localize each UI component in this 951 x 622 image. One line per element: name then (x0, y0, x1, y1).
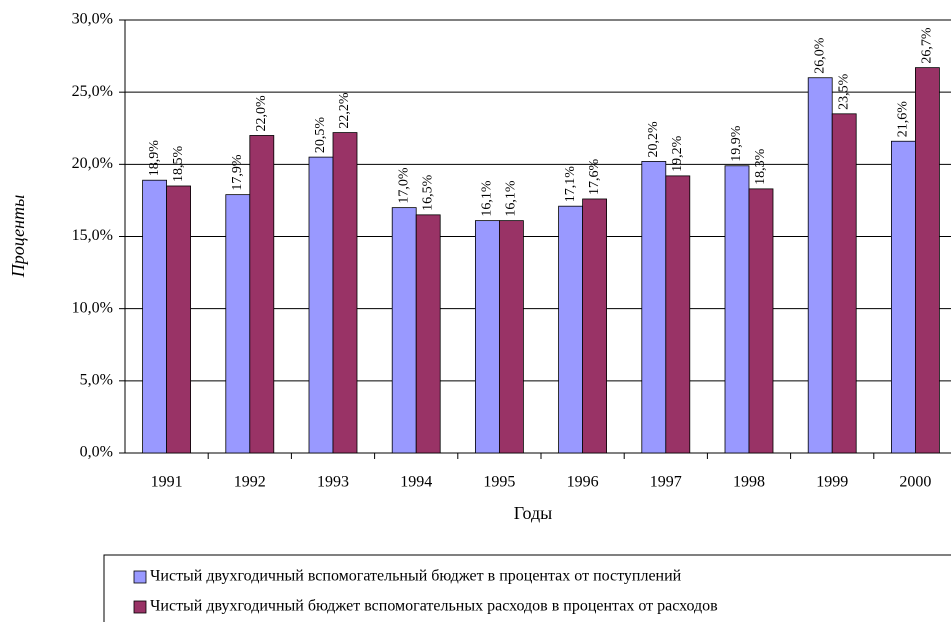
bar (498, 220, 524, 454)
bar (891, 140, 916, 454)
value-label: 19,2% (670, 135, 685, 172)
x-tick-label: 2000 (899, 474, 931, 491)
legend-box (103, 554, 951, 622)
legend-swatch (133, 570, 147, 584)
bar (415, 214, 441, 454)
value-label: 26,0% (812, 37, 827, 74)
value-label: 20,2% (646, 121, 661, 158)
value-label: 26,7% (920, 27, 935, 64)
x-tick-label: 1994 (400, 474, 432, 491)
bar (807, 77, 833, 454)
value-label: 22,2% (337, 92, 352, 129)
bar (332, 132, 358, 454)
value-label: 17,6% (587, 158, 602, 195)
y-tick-label: 10,0% (72, 299, 113, 316)
bar (665, 175, 691, 454)
bar (474, 220, 500, 454)
y-tick-label: 30,0% (72, 11, 113, 28)
y-axis-title: Проценты (8, 195, 28, 279)
value-label: 18,3% (753, 148, 768, 185)
bar (225, 194, 251, 454)
bar (915, 67, 940, 454)
y-tick-label: 5,0% (80, 372, 113, 389)
y-tick-label: 0,0% (80, 444, 113, 461)
value-label: 17,9% (230, 154, 245, 190)
legend-swatch (133, 600, 147, 614)
value-label: 18,5% (171, 145, 186, 182)
bar (582, 198, 607, 454)
value-label: 19,9% (729, 125, 744, 162)
bar (831, 113, 857, 454)
x-tick-label: 1993 (317, 474, 349, 491)
x-tick-label: 1997 (650, 474, 682, 491)
bar (558, 205, 583, 454)
x-tick-label: 1998 (733, 474, 765, 491)
value-label: 22,0% (254, 95, 269, 132)
x-tick-label: 1991 (151, 474, 183, 491)
bar (308, 156, 334, 454)
bar (249, 135, 275, 454)
value-label: 16,5% (420, 174, 435, 211)
legend-label: Чистый двухгодичный вспомогательный бюдж… (150, 568, 682, 585)
bar (748, 188, 774, 454)
bar (142, 179, 168, 454)
value-label: 17,1% (563, 166, 578, 203)
y-tick-label: 25,0% (72, 83, 113, 100)
value-label: 23,5% (836, 73, 851, 110)
value-label: 18,9% (147, 140, 162, 177)
value-label: 20,5% (313, 117, 328, 154)
x-axis-title: Годы (514, 503, 553, 523)
bar (391, 207, 417, 454)
y-tick-label: 15,0% (72, 227, 113, 244)
legend-label: Чистый двухгодичный бюджет вспомогательн… (150, 598, 718, 615)
value-label: 16,1% (504, 180, 519, 217)
value-label: 16,1% (480, 180, 495, 217)
value-label: 21,6% (896, 101, 911, 138)
bar (166, 185, 192, 454)
bar (724, 165, 750, 454)
bar (641, 161, 667, 454)
value-label: 17,0% (396, 167, 411, 204)
x-tick-label: 1995 (483, 474, 515, 491)
y-tick-label: 20,0% (72, 155, 113, 172)
x-tick-label: 1996 (567, 474, 599, 491)
x-tick-label: 1999 (816, 474, 848, 491)
x-tick-label: 1992 (234, 474, 266, 491)
